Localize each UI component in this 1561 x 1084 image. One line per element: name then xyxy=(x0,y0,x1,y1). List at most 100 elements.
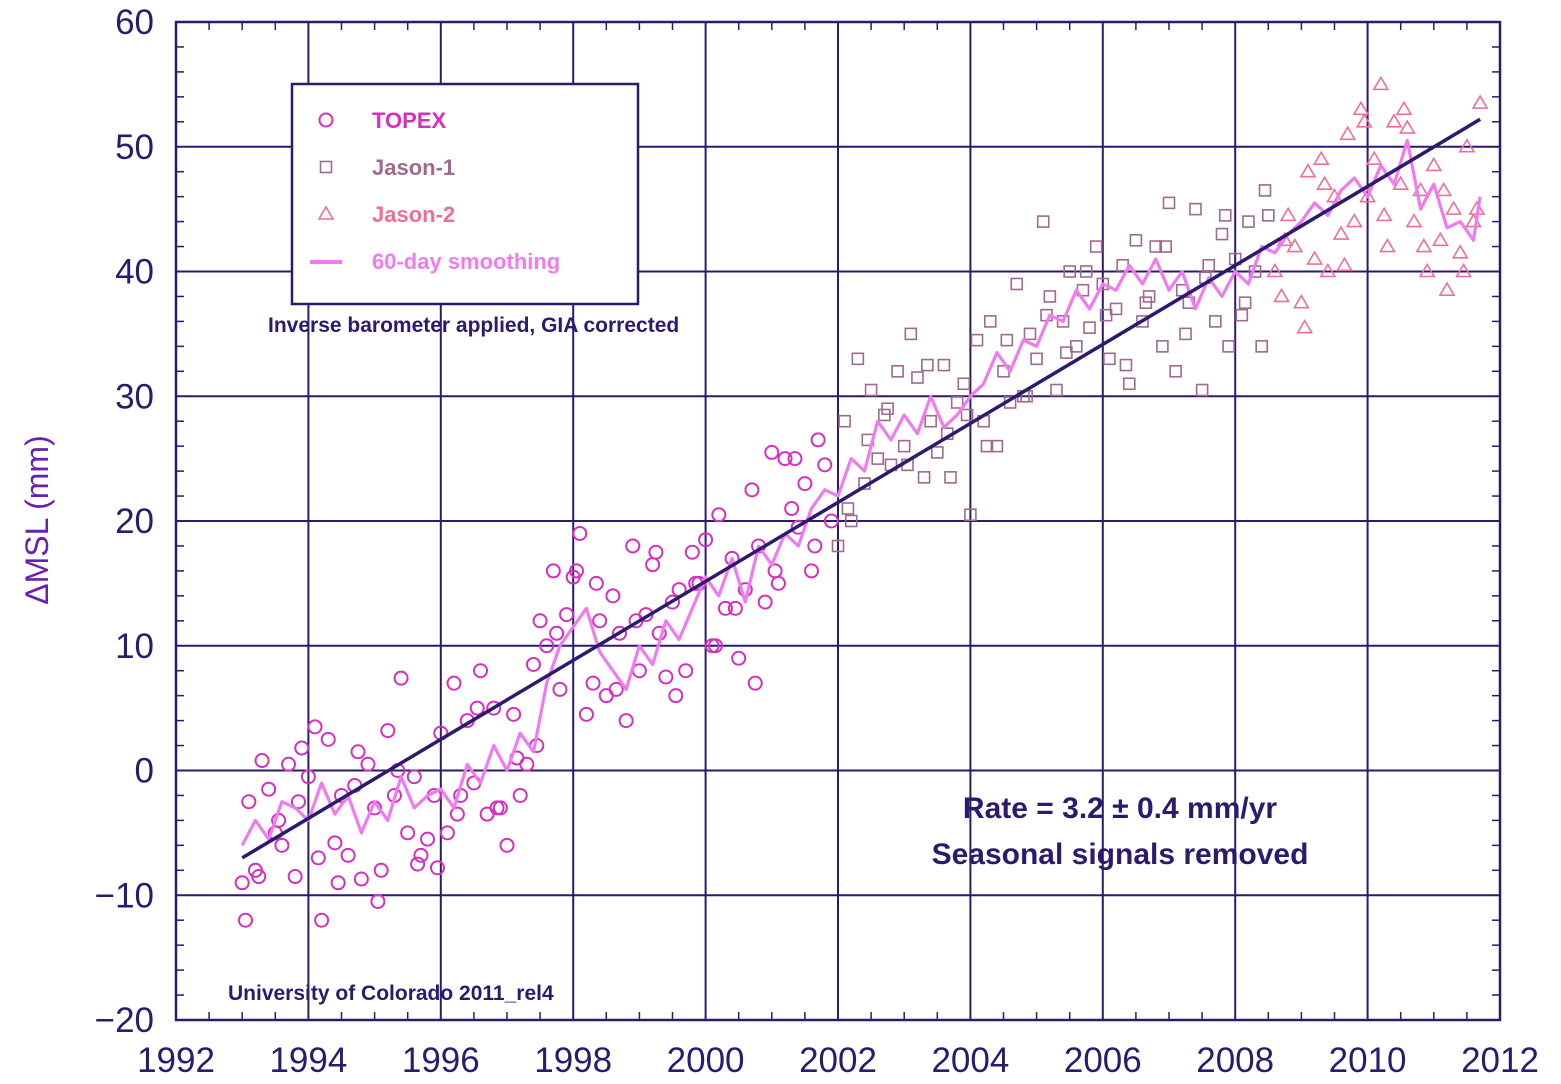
topex-point xyxy=(588,575,604,591)
plot-frame xyxy=(174,20,1502,1022)
series-topex xyxy=(234,432,839,928)
jason-1-point xyxy=(1030,352,1043,366)
topex-point xyxy=(625,538,641,554)
jason-2-point xyxy=(1398,119,1416,134)
topex-point xyxy=(360,756,376,772)
topex-point xyxy=(261,781,277,797)
jason-1-point xyxy=(957,377,971,391)
topex-point xyxy=(410,856,426,872)
topex-point xyxy=(350,744,366,760)
jason-2-point xyxy=(1279,206,1297,222)
jason-2-point xyxy=(1471,94,1489,109)
topex-point xyxy=(406,769,422,785)
legend-label: TOPEX xyxy=(372,108,447,133)
topex-point xyxy=(294,740,310,756)
jason-1-point xyxy=(1103,352,1116,366)
jason-2-point xyxy=(1405,213,1423,228)
topex-point xyxy=(572,525,588,541)
topex-point xyxy=(559,607,575,623)
jason-1-point xyxy=(1119,358,1133,372)
topex-point xyxy=(310,850,326,866)
topex-point xyxy=(810,432,826,448)
topex-point xyxy=(708,638,724,654)
jason-2-point xyxy=(1372,75,1390,91)
jason-1-point xyxy=(1023,327,1037,341)
topex-point xyxy=(449,806,465,822)
topex-point xyxy=(413,847,429,863)
jason-2-point xyxy=(1299,163,1317,178)
rate-annotation: Rate = 3.2 ± 0.4 mm/yr xyxy=(963,792,1277,825)
jason-1-point xyxy=(881,402,894,416)
jason-1-point xyxy=(911,371,924,384)
jason-1-point xyxy=(1129,234,1143,247)
topex-point xyxy=(585,675,601,691)
topex-point xyxy=(330,875,346,891)
jason-2-point xyxy=(1435,181,1453,197)
jason-1-point xyxy=(930,446,944,459)
jason-2-point xyxy=(1339,125,1357,141)
jason-1-point xyxy=(1215,227,1229,241)
jason-1-point xyxy=(970,333,984,347)
jason-1-point xyxy=(1056,315,1070,328)
topex-point xyxy=(552,681,568,697)
jason-1-point xyxy=(1050,383,1063,397)
topex-point xyxy=(784,501,800,517)
topex-point xyxy=(370,893,386,909)
jason-2-point xyxy=(1375,206,1393,222)
series-jason-1 xyxy=(831,184,1275,553)
jason-2-point xyxy=(1392,175,1410,190)
topex-point xyxy=(665,594,680,610)
jason-1-point xyxy=(990,439,1004,453)
legend-label: Jason-1 xyxy=(372,155,455,180)
jason-1-point xyxy=(1179,327,1192,341)
jason-1-point xyxy=(937,358,951,372)
jason-1-point xyxy=(831,539,845,553)
legend-label: Jason-2 xyxy=(372,202,455,227)
topex-point xyxy=(684,544,700,560)
x-tick-label: 1998 xyxy=(534,1041,612,1080)
trend-line xyxy=(241,117,1482,860)
jason-1-point xyxy=(917,471,931,484)
jason-2-point xyxy=(1445,200,1463,215)
jason-1-point xyxy=(980,439,994,453)
jason-1-point xyxy=(904,327,918,341)
y-axis-label: ΔMSL (mm) xyxy=(19,435,55,605)
legend-swatch-triangle xyxy=(317,205,335,220)
jason-2-point xyxy=(1379,237,1396,253)
topex-point xyxy=(525,656,541,672)
legend-label: 60-day smoothing xyxy=(372,249,560,274)
topex-point xyxy=(731,650,747,666)
jason-1-point xyxy=(1169,364,1182,378)
jason-2-point xyxy=(1455,262,1472,278)
jason-1-point xyxy=(891,364,904,378)
seasonal-annotation: Seasonal signals removed xyxy=(932,838,1309,871)
topex-point xyxy=(645,557,661,573)
topex-point xyxy=(592,613,608,629)
topex-point xyxy=(400,825,416,841)
x-tick-label: 2004 xyxy=(931,1041,1009,1080)
y-tick-label: 40 xyxy=(115,253,154,292)
topex-point xyxy=(489,800,505,816)
jason-1-point xyxy=(921,358,934,372)
legend-swatch-square xyxy=(319,160,333,174)
topex-point xyxy=(320,731,336,747)
jason-2-point xyxy=(1312,150,1330,166)
jason-2-point xyxy=(1395,100,1413,116)
x-tick-label: 2010 xyxy=(1329,1041,1407,1080)
topex-point xyxy=(770,575,786,591)
jason-1-point xyxy=(1060,346,1073,359)
topex-point xyxy=(327,835,343,851)
x-tick-label: 2008 xyxy=(1196,1041,1274,1080)
jason-2-point xyxy=(1336,256,1353,272)
jason-1-point xyxy=(964,508,977,522)
jason-2-point xyxy=(1352,100,1370,116)
topex-point xyxy=(698,532,714,548)
ib-note: Inverse barometer applied, GIA corrected xyxy=(268,314,679,337)
topex-point xyxy=(727,600,743,616)
jason-1-point xyxy=(1202,258,1216,272)
jason-1-point xyxy=(871,452,885,465)
jason-1-point xyxy=(1096,277,1110,291)
topex-point xyxy=(373,862,389,878)
jason-2-point xyxy=(1345,213,1363,228)
y-tick-label: −20 xyxy=(95,1001,154,1040)
